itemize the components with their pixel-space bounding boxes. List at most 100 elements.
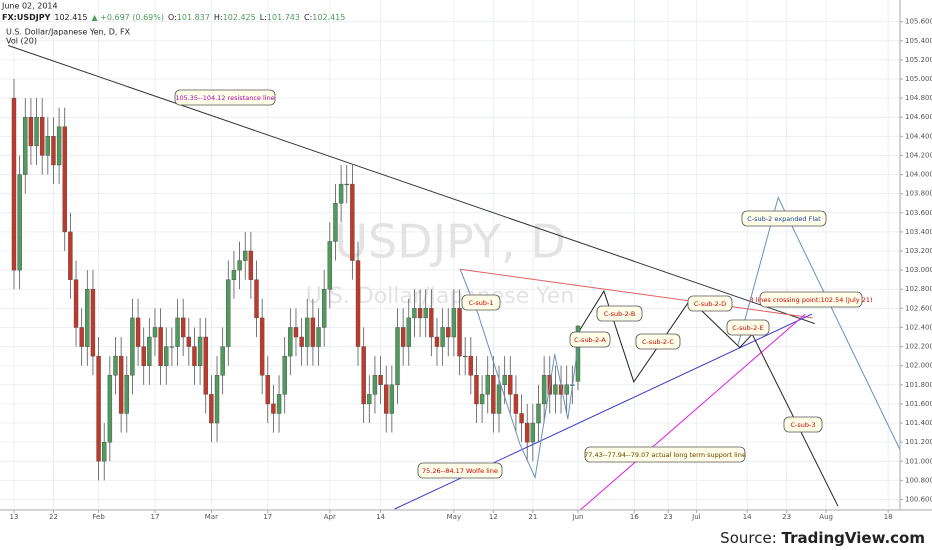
subtitle: U.S. Dollar/Japanese Yen, D, FX <box>6 28 131 37</box>
x-tick-label: Mar <box>205 513 218 521</box>
callout-box <box>687 295 733 312</box>
candle-body <box>288 327 293 357</box>
candle-body <box>479 394 485 405</box>
candle-body <box>164 346 169 366</box>
candle-body <box>220 346 225 376</box>
callout-text: 105.35--104.12 resistance line <box>175 94 274 102</box>
callout-text: C-sub-2-C <box>642 338 674 346</box>
candle-body <box>333 203 338 242</box>
candle-body <box>474 375 479 405</box>
candle-body <box>440 327 445 347</box>
y-tick-label: 104.000 <box>905 171 932 179</box>
quote-part: O: <box>168 13 177 22</box>
candle-body <box>305 317 310 347</box>
callout-box <box>726 319 770 336</box>
candle-body <box>68 231 73 280</box>
candle-body <box>265 375 270 405</box>
candle-body <box>135 317 141 347</box>
candle-body <box>147 336 152 366</box>
candle-body <box>96 355 101 462</box>
y-tick-label: 104.800 <box>905 94 932 102</box>
candle-body <box>361 346 366 405</box>
candle-body <box>299 336 304 347</box>
candle-body <box>395 327 400 386</box>
y-tick-label: 104.400 <box>905 132 932 140</box>
candle-body <box>28 117 34 147</box>
quote-part: 101.837 <box>177 13 210 22</box>
candle-body <box>39 117 45 156</box>
quote-part: FX:USDJPY <box>2 13 51 22</box>
x-tick-label: May <box>447 513 461 521</box>
y-tick-label: 101.600 <box>905 400 932 408</box>
candle-body <box>34 117 39 147</box>
y-tick-label: 103.800 <box>905 190 932 198</box>
source-site: TradingView.com <box>782 529 925 547</box>
x-tick-label: Aug <box>819 513 833 521</box>
x-tick-label: Jun <box>571 513 583 521</box>
quote-part: H: <box>214 13 223 22</box>
candle-body <box>485 375 490 395</box>
y-tick-label: 102.800 <box>905 285 932 293</box>
y-tick-label: 101.800 <box>905 381 932 389</box>
candle-body <box>536 403 541 424</box>
y-tick-label: 102.400 <box>905 323 932 331</box>
x-tick-label: 18 <box>884 513 893 521</box>
candle-body <box>237 260 242 271</box>
candle-body <box>412 308 417 319</box>
candle-body <box>451 308 457 338</box>
x-tick-label: 17 <box>263 513 272 521</box>
trend-line <box>459 269 581 480</box>
callout-box <box>635 333 681 350</box>
y-tick-label: 102.200 <box>905 343 932 351</box>
candle-body <box>158 327 163 366</box>
candle-body <box>513 394 519 414</box>
candle-body <box>45 136 51 156</box>
candle-body <box>338 183 344 204</box>
candle-body <box>226 279 231 347</box>
trend-line <box>8 45 815 325</box>
callout-text: C-sub-1 <box>469 299 494 307</box>
candle-body <box>203 336 208 395</box>
candle-body <box>519 413 524 424</box>
candle-body <box>316 327 321 347</box>
candle-body <box>231 269 237 280</box>
watermark: USDJPY, D <box>334 215 565 269</box>
callout-box <box>741 210 827 227</box>
x-tick-label: 12 <box>489 513 498 521</box>
x-tick-label: Feb <box>92 513 105 521</box>
candle-body <box>259 317 265 376</box>
y-tick-label: 103.000 <box>905 266 932 274</box>
source-label: Source: <box>720 529 781 547</box>
candle-body <box>209 394 214 424</box>
candle-body <box>496 384 502 414</box>
candle-body <box>102 441 107 462</box>
callout-text: C-sub-2-E <box>732 324 763 332</box>
callout-box <box>569 331 611 348</box>
y-tick-label: 103.600 <box>905 209 932 217</box>
candle-body <box>214 375 220 424</box>
quote-part: 101.743 <box>267 13 300 22</box>
y-tick-label: 101.400 <box>905 419 932 427</box>
callout-box <box>417 462 503 479</box>
candle-body <box>124 375 129 414</box>
candle-body <box>17 174 22 271</box>
trend-line <box>460 268 813 319</box>
y-tick-label: 101.000 <box>905 457 932 465</box>
source: Source: TradingView.com <box>720 529 925 547</box>
callout-box <box>759 291 863 308</box>
quote-line: FX:USDJPY 102.415 ▲ +0.697 (0.69%) O:101.83… <box>2 13 345 22</box>
callout-text: 3 lines crossing point:102.54 (July 21) <box>749 296 872 304</box>
candle-body <box>90 289 96 357</box>
candle-body <box>384 384 389 414</box>
candle-body <box>344 183 349 186</box>
y-tick-label: 105.000 <box>905 75 932 83</box>
callout-text: C-sub-2-D <box>694 300 726 308</box>
candle-body <box>79 327 84 347</box>
candle-body <box>525 422 530 443</box>
callout-box <box>174 89 276 106</box>
candle-body <box>378 375 383 386</box>
candle-body <box>423 308 428 319</box>
y-tick-label: 101.200 <box>905 438 932 446</box>
candle-body <box>282 355 287 395</box>
candle-body <box>152 327 158 338</box>
